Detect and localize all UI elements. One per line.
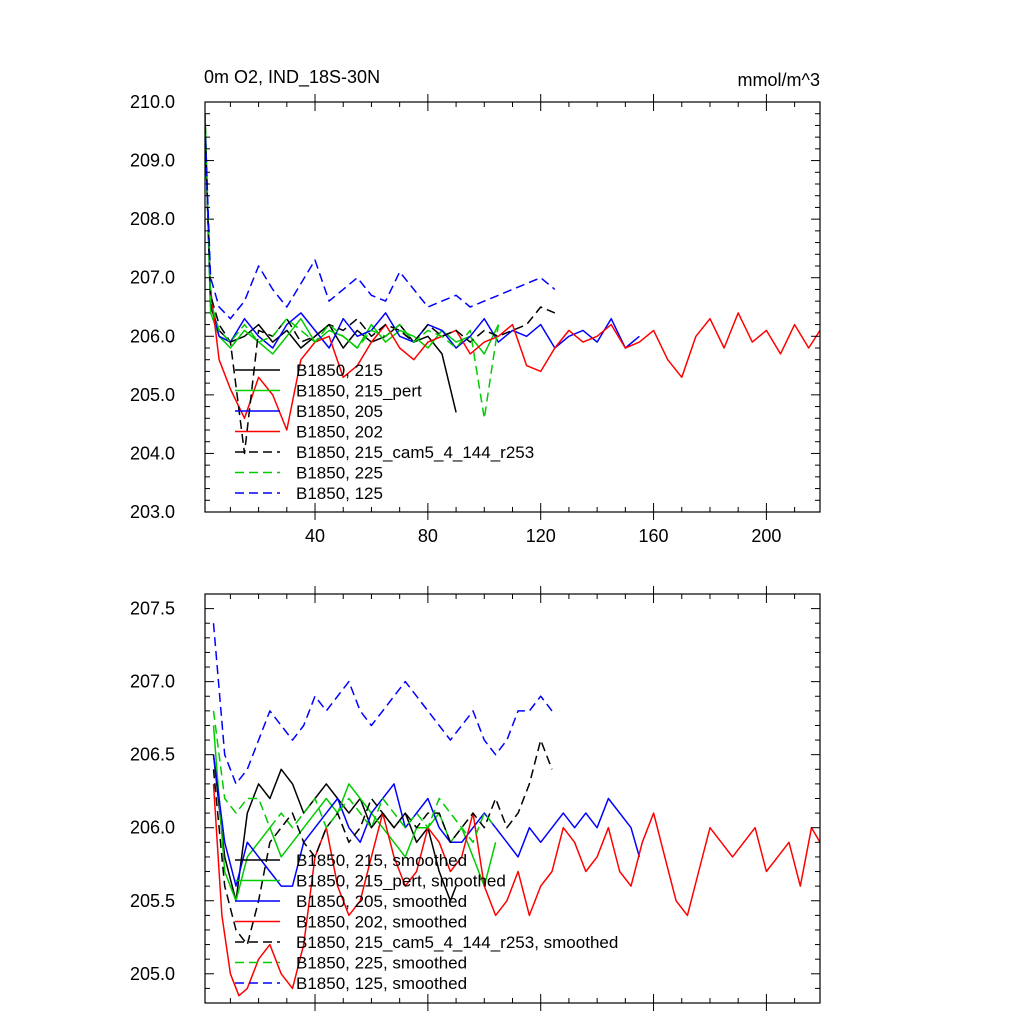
series-line-4: [209, 289, 820, 431]
y-tick-label: 205.0: [130, 964, 175, 984]
legend-label: B1850, 215: [296, 361, 383, 380]
y-tick-label: 207.0: [130, 672, 175, 692]
series-line-6: [212, 710, 497, 844]
legend-label: B1850, 125, smoothed: [296, 974, 467, 993]
x-tick-label: 40: [305, 526, 325, 546]
series-line-3: [205, 125, 640, 349]
y-tick-label: 207.5: [130, 599, 175, 619]
y-tick-label: 204.0: [130, 443, 175, 463]
legend-label: B1850, 225: [296, 464, 383, 483]
legend-label: B1850, 215_pert: [296, 382, 422, 401]
y-tick-label: 206.0: [130, 326, 175, 346]
series-line-5: [212, 739, 553, 946]
y-tick-label: 205.5: [130, 891, 175, 911]
legend-label: B1850, 215, smoothed: [296, 851, 467, 870]
legend-label: B1850, 215_cam5_4_144_r253: [296, 443, 534, 462]
units-label: mmol/m^3: [738, 70, 820, 90]
legend-label: B1850, 202, smoothed: [296, 913, 467, 932]
y-tick-label: 207.0: [130, 268, 175, 288]
y-tick-label: 206.0: [130, 818, 175, 838]
legend-label: B1850, 125: [296, 484, 383, 503]
legend-label: B1850, 215_cam5_4_144_r253, smoothed: [296, 933, 618, 952]
y-tick-label: 209.0: [130, 151, 175, 171]
series-group: [205, 113, 820, 455]
x-tick-label: 80: [418, 526, 438, 546]
x-tick-label: 160: [639, 526, 669, 546]
legend: B1850, 215, smoothed B1850, 215_pert, smo…: [235, 851, 618, 993]
chart-title: 0m O2, IND_18S-30N: [204, 67, 380, 88]
y-tick-label: 203.0: [130, 502, 175, 522]
series-line-5: [205, 131, 556, 455]
series-line-3: [212, 754, 641, 887]
x-tick-label: 200: [751, 526, 781, 546]
y-tick-label: 205.0: [130, 385, 175, 405]
legend-label: B1850, 215_pert, smoothed: [296, 872, 506, 891]
series-group: [212, 623, 820, 997]
series-line-6: [205, 113, 500, 420]
legend-label: B1850, 225, smoothed: [296, 954, 467, 973]
x-tick-label: 120: [526, 526, 556, 546]
panel-top: 0m O2, IND_18S-30N mmol/m^3 40 80 120 160 20…: [130, 67, 821, 546]
legend-label: B1850, 202: [296, 423, 383, 442]
series-line-4: [212, 783, 820, 997]
legend-label: B1850, 205: [296, 402, 383, 421]
y-tick-label: 206.5: [130, 745, 175, 765]
y-tick-label: 210.0: [130, 92, 175, 112]
series-line-7: [212, 623, 553, 785]
panel-bottom: 207.5 207.0 206.5 206.0 205.5 205.0 B1850, 215…: [130, 586, 821, 1011]
legend-label: B1850, 205, smoothed: [296, 892, 467, 911]
series-line-7: [205, 125, 556, 320]
y-tick-label: 208.0: [130, 209, 175, 229]
series-line-2: [205, 119, 500, 355]
